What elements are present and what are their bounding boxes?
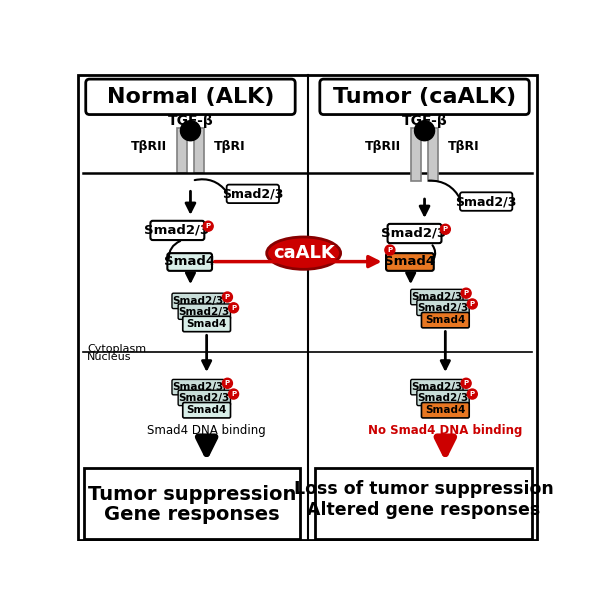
- FancyBboxPatch shape: [388, 224, 442, 243]
- Circle shape: [223, 378, 232, 389]
- Text: Loss of tumor suppression: Loss of tumor suppression: [294, 480, 554, 498]
- Text: Smad2/3: Smad2/3: [179, 306, 230, 317]
- Text: Smad2/3: Smad2/3: [179, 393, 230, 403]
- Text: P: P: [231, 305, 236, 311]
- Text: Smad2/3: Smad2/3: [455, 195, 517, 208]
- Text: Normal (ALK): Normal (ALK): [107, 87, 274, 107]
- Text: Cytoplasm: Cytoplasm: [87, 344, 146, 354]
- Text: TGF-β: TGF-β: [167, 114, 214, 128]
- Text: Smad2/3: Smad2/3: [418, 393, 469, 403]
- Bar: [410, 128, 421, 181]
- Text: Smad2/3: Smad2/3: [418, 303, 469, 313]
- Circle shape: [461, 288, 471, 298]
- FancyBboxPatch shape: [183, 316, 230, 332]
- Text: TβRI: TβRI: [214, 140, 245, 153]
- FancyBboxPatch shape: [421, 313, 469, 328]
- FancyBboxPatch shape: [410, 379, 463, 395]
- FancyBboxPatch shape: [172, 293, 224, 309]
- Circle shape: [415, 121, 434, 140]
- FancyBboxPatch shape: [167, 253, 212, 271]
- Bar: [84, 468, 300, 539]
- Text: P: P: [443, 226, 448, 232]
- Text: P: P: [225, 294, 230, 300]
- FancyBboxPatch shape: [417, 300, 469, 316]
- Circle shape: [181, 121, 200, 140]
- Text: Smad2/3: Smad2/3: [411, 292, 463, 302]
- FancyBboxPatch shape: [227, 185, 279, 203]
- Bar: [194, 128, 205, 173]
- Bar: [315, 468, 532, 539]
- Text: TβRI: TβRI: [448, 140, 479, 153]
- Text: Gene responses: Gene responses: [104, 505, 280, 523]
- Text: P: P: [206, 223, 211, 229]
- Text: Smad2/3: Smad2/3: [173, 382, 224, 392]
- Text: Smad4: Smad4: [425, 315, 466, 325]
- FancyBboxPatch shape: [172, 379, 224, 395]
- Circle shape: [229, 303, 239, 313]
- Text: Smad2/3: Smad2/3: [411, 382, 463, 392]
- Text: P: P: [388, 247, 392, 253]
- Text: P: P: [464, 380, 469, 386]
- Circle shape: [223, 292, 232, 302]
- Ellipse shape: [266, 237, 341, 269]
- Text: TGF-β: TGF-β: [401, 114, 448, 128]
- Text: P: P: [231, 391, 236, 397]
- Circle shape: [203, 221, 213, 231]
- FancyBboxPatch shape: [151, 221, 205, 240]
- Text: Smad4: Smad4: [164, 255, 215, 268]
- Circle shape: [440, 224, 451, 234]
- Text: Smad4 DNA binding: Smad4 DNA binding: [147, 424, 266, 437]
- Bar: [176, 128, 187, 173]
- Text: TβRII: TβRII: [131, 140, 167, 153]
- FancyBboxPatch shape: [421, 402, 469, 418]
- FancyBboxPatch shape: [86, 79, 295, 114]
- Circle shape: [467, 299, 477, 309]
- FancyBboxPatch shape: [460, 192, 512, 211]
- FancyBboxPatch shape: [320, 79, 529, 114]
- Text: caALK: caALK: [273, 244, 335, 262]
- FancyBboxPatch shape: [410, 289, 463, 305]
- Circle shape: [461, 378, 471, 389]
- FancyBboxPatch shape: [178, 390, 230, 406]
- FancyBboxPatch shape: [183, 402, 230, 418]
- Text: No Smad4 DNA binding: No Smad4 DNA binding: [368, 424, 523, 437]
- FancyBboxPatch shape: [386, 253, 434, 271]
- Text: Smad4: Smad4: [385, 255, 436, 268]
- Text: Altered gene responses: Altered gene responses: [307, 500, 541, 519]
- Text: Smad4: Smad4: [187, 319, 227, 329]
- FancyBboxPatch shape: [417, 390, 469, 406]
- Text: Smad4: Smad4: [425, 405, 466, 415]
- FancyBboxPatch shape: [178, 304, 230, 319]
- Text: P: P: [470, 301, 475, 307]
- Text: Tumor (caALK): Tumor (caALK): [333, 87, 516, 107]
- Text: Tumor suppression: Tumor suppression: [88, 485, 296, 505]
- Text: Smad2/3: Smad2/3: [222, 187, 284, 201]
- Text: Smad2/3: Smad2/3: [381, 227, 446, 240]
- Text: P: P: [464, 290, 469, 296]
- Bar: [428, 128, 439, 181]
- Text: Smad4: Smad4: [187, 405, 227, 415]
- Text: TβRII: TβRII: [365, 140, 401, 153]
- Text: Smad2/3: Smad2/3: [173, 296, 224, 306]
- Text: Nucleus: Nucleus: [87, 352, 132, 362]
- Circle shape: [385, 245, 395, 255]
- Text: P: P: [470, 391, 475, 397]
- Text: Smad2/3: Smad2/3: [144, 224, 209, 237]
- Circle shape: [229, 389, 239, 399]
- Circle shape: [467, 389, 477, 399]
- Text: P: P: [225, 380, 230, 386]
